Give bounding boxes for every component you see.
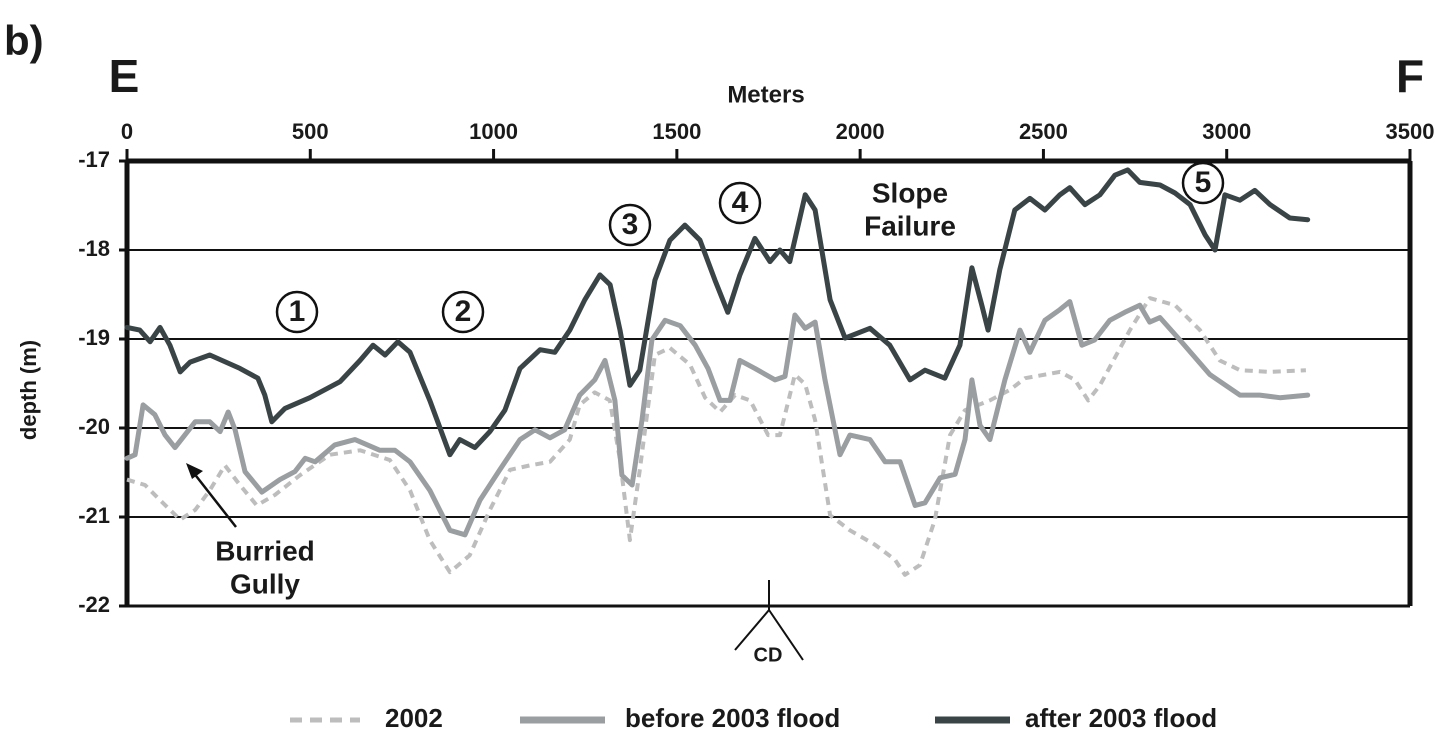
annotation: Gully — [230, 568, 300, 599]
y-tick-label: -17 — [78, 147, 110, 172]
annotation: CD — [754, 644, 783, 666]
arrow — [192, 471, 237, 528]
arrow-head — [186, 463, 203, 479]
panel-label: b) — [4, 17, 44, 64]
cd-marker — [734, 580, 804, 661]
legend-label: before 2003 flood — [625, 703, 840, 733]
y-tick-label: -21 — [78, 503, 110, 528]
callout-number: 3 — [622, 208, 639, 241]
annotation: Burried — [215, 535, 315, 566]
legend-label: 2002 — [385, 703, 443, 733]
x-axis-label: Meters — [727, 81, 804, 108]
x-tick-label: 500 — [292, 119, 329, 144]
end-label: F — [1396, 50, 1424, 102]
x-tick-label: 3500 — [1386, 119, 1435, 144]
end-label: E — [109, 50, 140, 102]
y-axis-label: depth (m) — [16, 340, 41, 440]
series-line — [124, 299, 1311, 538]
y-tick-label: -22 — [78, 592, 110, 617]
callout-number: 4 — [732, 186, 749, 219]
callout-number: 2 — [455, 295, 472, 328]
x-tick-label: 2000 — [836, 119, 885, 144]
x-tick-label: 1000 — [469, 119, 518, 144]
y-tick-label: -19 — [78, 325, 110, 350]
callout-circle — [1181, 161, 1225, 205]
x-tick-label: 3000 — [1202, 119, 1251, 144]
y-tick-label: -18 — [78, 236, 110, 261]
callout-circle — [275, 290, 319, 334]
series-line — [124, 167, 1311, 458]
x-tick-label: 1500 — [652, 119, 701, 144]
y-tick-label: -20 — [78, 414, 110, 439]
annotation: Slope — [872, 177, 948, 208]
x-tick-label: 0 — [121, 119, 133, 144]
x-tick-label: 2500 — [1019, 119, 1068, 144]
callout-circle — [608, 203, 652, 247]
callout-number: 1 — [289, 295, 306, 328]
callout-circle — [441, 290, 485, 334]
legend-label: after 2003 flood — [1025, 703, 1217, 733]
annotation: Failure — [864, 210, 956, 241]
callout-circle — [718, 181, 762, 225]
series-line — [126, 296, 1306, 577]
callout-number: 5 — [1195, 166, 1212, 199]
